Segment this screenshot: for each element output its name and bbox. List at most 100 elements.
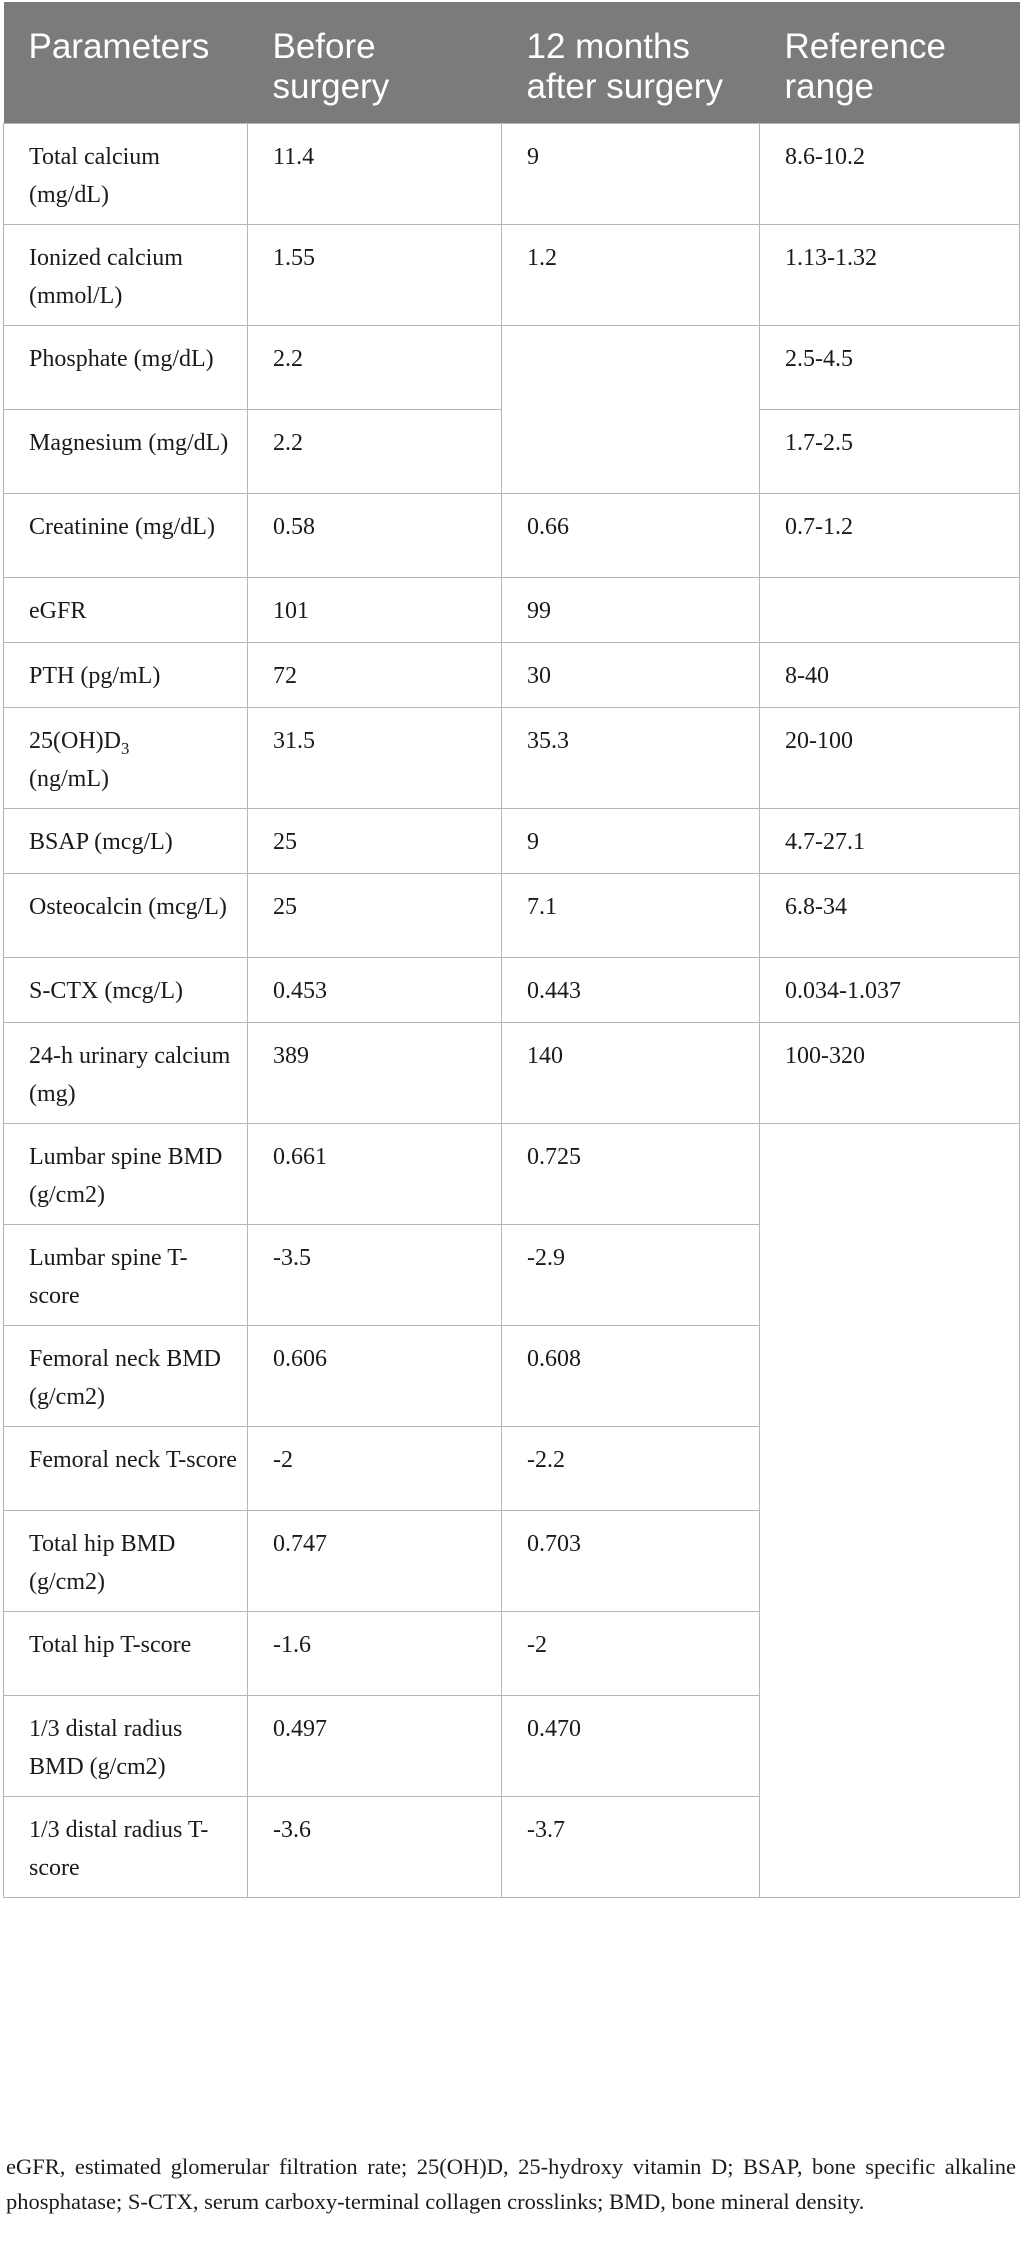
cell-parameter: Total hip T-score: [3, 1611, 248, 1696]
lab-results-table: Parameters Before surgery 12 months afte…: [3, 2, 1020, 1898]
cell-after: 0.608: [501, 1325, 760, 1427]
cell-parameter: 25(OH)D3 (ng/mL): [3, 707, 248, 809]
header-before-surgery: Before surgery: [247, 2, 502, 124]
cell-parameter: Phosphate (mg/dL): [3, 325, 248, 410]
cell-parameter: eGFR: [3, 577, 248, 643]
table-row: eGFR 101 99: [3, 577, 1020, 643]
cell-before: 0.606: [247, 1325, 502, 1427]
cell-before: 72: [247, 642, 502, 708]
cell-parameter: PTH (pg/mL): [3, 642, 248, 708]
cell-reference: 8-40: [759, 642, 1020, 708]
cell-reference: 8.6-10.2: [759, 123, 1020, 225]
cell-after: 0.703: [501, 1510, 760, 1612]
cell-reference-merged: [759, 1123, 1020, 1898]
cell-after: -2: [501, 1611, 760, 1696]
cell-before: 0.747: [247, 1510, 502, 1612]
cell-parameter: Total hip BMD (g/cm2): [3, 1510, 248, 1612]
table-row: Lumbar spine BMD (g/cm2) 0.661 0.725: [3, 1123, 1020, 1898]
cell-after-merged: [501, 325, 760, 494]
cell-before: 2.2: [247, 325, 502, 410]
cell-parameter: 1/3 distal radius T-score: [3, 1796, 248, 1898]
header-12-months-after: 12 months after surgery: [501, 2, 760, 124]
cell-after: 0.443: [501, 957, 760, 1023]
cell-parameter: Osteocalcin (mcg/L): [3, 873, 248, 958]
table-row: Magnesium (mg/dL) 2.2 1.7-2.5: [3, 409, 1020, 494]
cell-reference: 20-100: [759, 707, 1020, 809]
table-row: Ionized calcium (mmol/L) 1.55 1.2 1.13-1…: [3, 224, 1020, 326]
cell-reference: 1.13-1.32: [759, 224, 1020, 326]
table-row: Phosphate (mg/dL) 2.2 2.5-4.5: [3, 325, 1020, 494]
cell-after: 1.2: [501, 224, 760, 326]
lab-results-table-container: Parameters Before surgery 12 months afte…: [3, 2, 1020, 1898]
cell-before: 1.55: [247, 224, 502, 326]
table-row: Osteocalcin (mcg/L) 25 7.1 6.8-34: [3, 873, 1020, 958]
cell-after: 9: [501, 808, 760, 874]
cell-after: 0.725: [501, 1123, 760, 1225]
cell-after: 140: [501, 1022, 760, 1124]
cell-reference: 0.034-1.037: [759, 957, 1020, 1023]
cell-before: 2.2: [247, 409, 502, 494]
cell-parameter: 24-h urinary calcium (mg): [3, 1022, 248, 1124]
cell-reference: [759, 577, 1020, 643]
cell-after: 0.470: [501, 1695, 760, 1797]
table-row: 25(OH)D3 (ng/mL) 31.5 35.3 20-100: [3, 707, 1020, 809]
param-unit: (ng/mL): [29, 766, 109, 792]
header-reference-range: Reference range: [759, 2, 1020, 124]
cell-reference: 6.8-34: [759, 873, 1020, 958]
cell-parameter: S-CTX (mcg/L): [3, 957, 248, 1023]
cell-before: 31.5: [247, 707, 502, 809]
cell-after: 0.66: [501, 493, 760, 578]
cell-before: 0.497: [247, 1695, 502, 1797]
cell-reference: 100-320: [759, 1022, 1020, 1124]
cell-parameter: BSAP (mcg/L): [3, 808, 248, 874]
cell-parameter: Lumbar spine BMD (g/cm2): [3, 1123, 248, 1225]
table-row: BSAP (mcg/L) 25 9 4.7-27.1: [3, 808, 1020, 874]
cell-after: 7.1: [501, 873, 760, 958]
cell-reference: 4.7-27.1: [759, 808, 1020, 874]
table-row: Total calcium (mg/dL) 11.4 9 8.6-10.2: [3, 123, 1020, 225]
cell-before: -1.6: [247, 1611, 502, 1696]
cell-reference: 0.7-1.2: [759, 493, 1020, 578]
cell-after: -2.9: [501, 1224, 760, 1326]
table-row: Total hip BMD (g/cm2) 0.747 0.703: [3, 1510, 1020, 1612]
table-row: PTH (pg/mL) 72 30 8-40: [3, 642, 1020, 708]
cell-reference: 2.5-4.5: [759, 325, 1020, 410]
table-row: Femoral neck T-score -2 -2.2: [3, 1426, 1020, 1511]
table-row: Creatinine (mg/dL) 0.58 0.66 0.7-1.2: [3, 493, 1020, 578]
header-parameters: Parameters: [3, 2, 248, 124]
cell-before: -3.6: [247, 1796, 502, 1898]
cell-before: 11.4: [247, 123, 502, 225]
cell-before: 0.58: [247, 493, 502, 578]
cell-before: 25: [247, 873, 502, 958]
cell-before: 0.453: [247, 957, 502, 1023]
cell-parameter: Magnesium (mg/dL): [3, 409, 248, 494]
table-footnote: eGFR, estimated glomerular filtration ra…: [6, 2154, 1016, 2214]
param-subscript: 3: [120, 738, 130, 758]
cell-before: -3.5: [247, 1224, 502, 1326]
param-name: 25(OH)D: [29, 728, 121, 754]
cell-before: 0.661: [247, 1123, 502, 1225]
table-row: 1/3 distal radius T-score -3.6 -3.7: [3, 1796, 1020, 1898]
cell-after: 9: [501, 123, 760, 225]
cell-parameter: Total calcium (mg/dL): [3, 123, 248, 225]
table-row: Femoral neck BMD (g/cm2) 0.606 0.608: [3, 1325, 1020, 1427]
cell-parameter: Lumbar spine T-score: [3, 1224, 248, 1326]
table-row: S-CTX (mcg/L) 0.453 0.443 0.034-1.037: [3, 957, 1020, 1023]
table-header-row: Parameters Before surgery 12 months afte…: [3, 2, 1020, 124]
cell-parameter: Femoral neck BMD (g/cm2): [3, 1325, 248, 1427]
cell-before: 101: [247, 577, 502, 643]
cell-after: 99: [501, 577, 760, 643]
cell-before: 25: [247, 808, 502, 874]
cell-after: 35.3: [501, 707, 760, 809]
cell-after: -3.7: [501, 1796, 760, 1898]
cell-parameter: Creatinine (mg/dL): [3, 493, 248, 578]
cell-parameter: Femoral neck T-score: [3, 1426, 248, 1511]
table-row: 1/3 distal radius BMD (g/cm2) 0.497 0.47…: [3, 1695, 1020, 1797]
cell-reference: 1.7-2.5: [759, 409, 1020, 494]
table-row: Total hip T-score -1.6 -2: [3, 1611, 1020, 1696]
cell-parameter: 1/3 distal radius BMD (g/cm2): [3, 1695, 248, 1797]
cell-after: -2.2: [501, 1426, 760, 1511]
cell-before: -2: [247, 1426, 502, 1511]
cell-before: 389: [247, 1022, 502, 1124]
cell-after: 30: [501, 642, 760, 708]
